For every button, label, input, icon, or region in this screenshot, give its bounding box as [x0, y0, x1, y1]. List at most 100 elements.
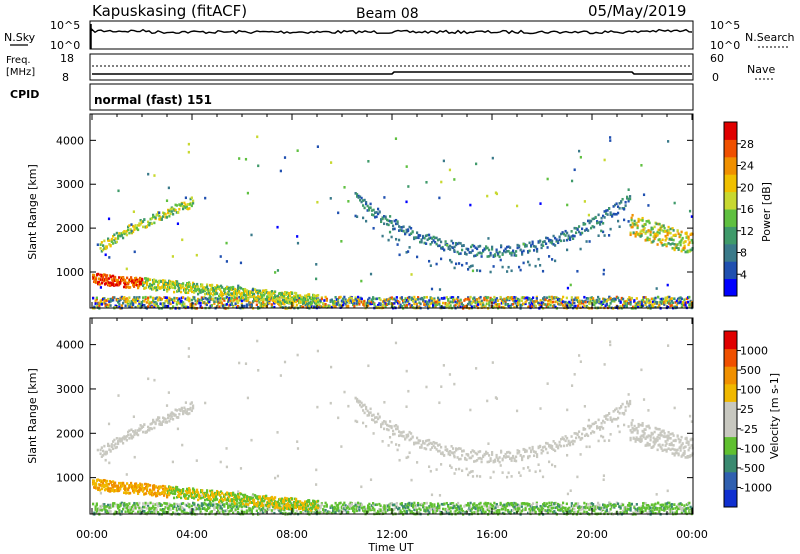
power-cell: [535, 299, 538, 303]
power-cell: [315, 263, 318, 266]
velocity-cell: [479, 501, 482, 505]
velocity-cell: [470, 511, 473, 515]
power-cell: [437, 298, 440, 302]
power-cell: [99, 286, 103, 289]
velocity-cell: [101, 487, 104, 491]
velocity-cell: [372, 506, 375, 510]
power-cell: [439, 306, 442, 309]
velocity-cell: [433, 505, 436, 508]
power-cell: [543, 298, 546, 302]
power-cell: [149, 295, 152, 299]
velocity-cell: [178, 503, 181, 506]
power-cell: [322, 305, 325, 309]
power-cell: [162, 305, 165, 309]
power-cell: [454, 303, 457, 307]
power-cell: [105, 282, 108, 285]
velocity-cell: [222, 503, 225, 507]
power-cell: [119, 232, 122, 235]
power-cell: [102, 248, 105, 252]
power-cell: [398, 253, 401, 257]
velocity-cell: [153, 484, 156, 487]
power-cell: [197, 285, 200, 289]
velocity-cell: [639, 511, 642, 514]
power-cell: [330, 298, 333, 302]
power-cell: [213, 302, 216, 305]
power-cell: [225, 260, 229, 263]
velocity-cell: [174, 492, 177, 496]
power-cell: [162, 282, 165, 285]
velocity-cell: [649, 506, 652, 510]
velocity-cell: [175, 502, 178, 506]
power-cell: [349, 299, 352, 302]
velocity-cell: [388, 503, 391, 507]
power-cell: [252, 300, 255, 303]
velocity-cell: [594, 507, 597, 511]
velocity-cell: [135, 482, 138, 485]
velocity-cell: [123, 501, 126, 505]
y-tick-label: 2000: [56, 222, 84, 235]
velocity-cell: [114, 510, 117, 514]
velocity-cell: [409, 511, 412, 515]
power-cell: [198, 301, 201, 305]
power-cell: [283, 298, 286, 302]
power-cell: [364, 303, 367, 306]
velocity-cell: [192, 491, 195, 494]
velocity-cell: [125, 491, 128, 494]
power-cell: [103, 239, 106, 243]
power-cell: [567, 304, 570, 308]
velocity-cell: [428, 511, 431, 514]
velocity-cell: [162, 484, 165, 488]
power-cell: [208, 296, 211, 300]
power-cell: [529, 303, 532, 307]
power-cell: [169, 209, 172, 212]
power-cell: [491, 245, 494, 249]
power-cell: [238, 299, 241, 302]
power-cell: [387, 219, 390, 223]
power-cell: [528, 241, 531, 245]
power-cell: [534, 304, 537, 308]
power-cell: [507, 265, 510, 269]
velocity-cell: [160, 508, 163, 512]
power-cell: [590, 219, 593, 223]
velocity-cell: [389, 508, 392, 511]
power-cell: [168, 296, 171, 300]
power-cell: [180, 290, 183, 294]
velocity-cell: [615, 501, 618, 505]
power-cell: [268, 300, 271, 304]
power-cell: [225, 241, 228, 245]
power-cell: [424, 303, 427, 307]
velocity-cell: [620, 502, 623, 506]
power-cell: [133, 250, 136, 254]
power-cell: [677, 232, 680, 236]
power-cell: [147, 278, 150, 282]
velocity-cell: [123, 504, 126, 508]
power-cell: [240, 302, 243, 306]
power-cell: [287, 295, 290, 299]
velocity-cell: [645, 506, 648, 510]
velocity-cell: [203, 507, 206, 510]
velocity-cell: [548, 501, 551, 505]
velocity-cell: [122, 507, 125, 511]
power-cell: [98, 304, 101, 308]
power-cell: [228, 286, 231, 290]
velocity-cell: [164, 502, 167, 505]
velocity-cell: [522, 502, 525, 505]
power-cell: [522, 296, 525, 299]
power-cell: [132, 283, 135, 287]
power-cell: [319, 305, 322, 308]
power-cell: [499, 258, 502, 262]
velocity-cell: [142, 509, 145, 513]
power-cell: [366, 204, 369, 208]
velocity-cell: [645, 504, 648, 507]
power-cell: [629, 301, 632, 304]
velocity-cell: [382, 506, 385, 509]
noise-right-tick-bottom: 10^0: [710, 39, 740, 52]
power-cell: [192, 295, 195, 299]
velocity-cell: [229, 493, 232, 497]
power-cell: [119, 298, 122, 301]
velocity-cell: [404, 506, 407, 510]
velocity-cell: [560, 504, 563, 507]
power-cell: [551, 258, 554, 261]
power-cell: [159, 218, 162, 221]
power-cell: [594, 301, 597, 305]
